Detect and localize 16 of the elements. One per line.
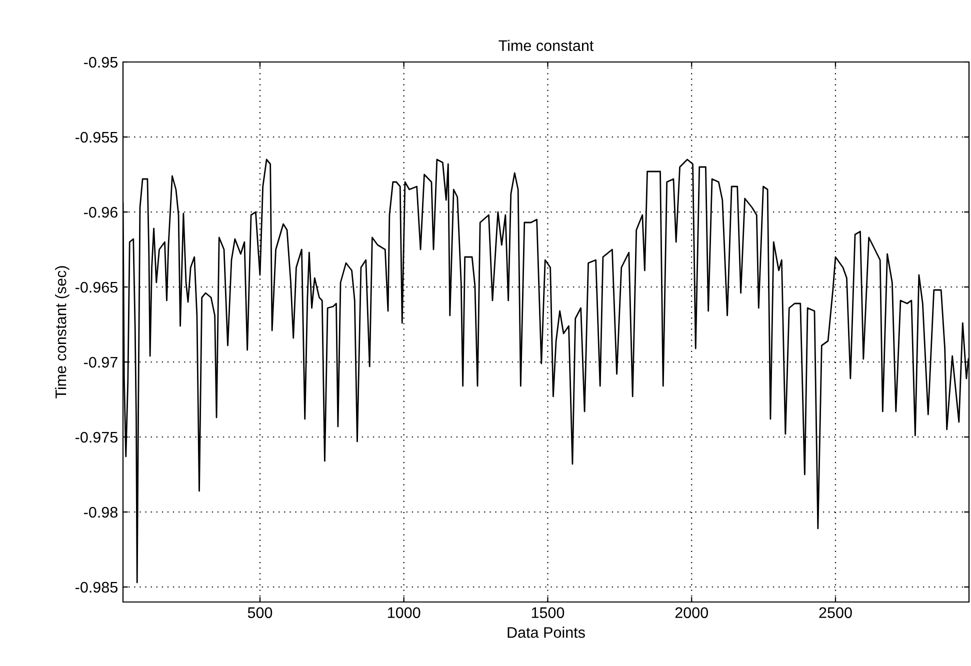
y-tick-label: -0.97	[84, 356, 118, 368]
y-axis-title: Time constant (sec)	[55, 266, 70, 398]
y-tick-label: -0.95	[84, 56, 118, 68]
x-tick-label: 500	[248, 607, 272, 618]
x-tick-label: 2500	[819, 607, 852, 618]
x-tick-label: 2000	[675, 607, 708, 618]
y-tick-label: -0.98	[84, 506, 118, 518]
y-tick-label: -0.96	[84, 206, 118, 218]
x-axis-title: Data Points	[508, 626, 585, 638]
x-tick-label: 1000	[388, 607, 420, 618]
x-tick-label: 1500	[532, 607, 564, 618]
y-tick-label: -0.955	[76, 132, 118, 143]
y-tick-label: -0.985	[76, 582, 118, 593]
y-tick-label: -0.975	[76, 432, 118, 443]
chart-title: Time constant	[498, 40, 594, 52]
y-tick-label: -0.965	[76, 282, 118, 293]
